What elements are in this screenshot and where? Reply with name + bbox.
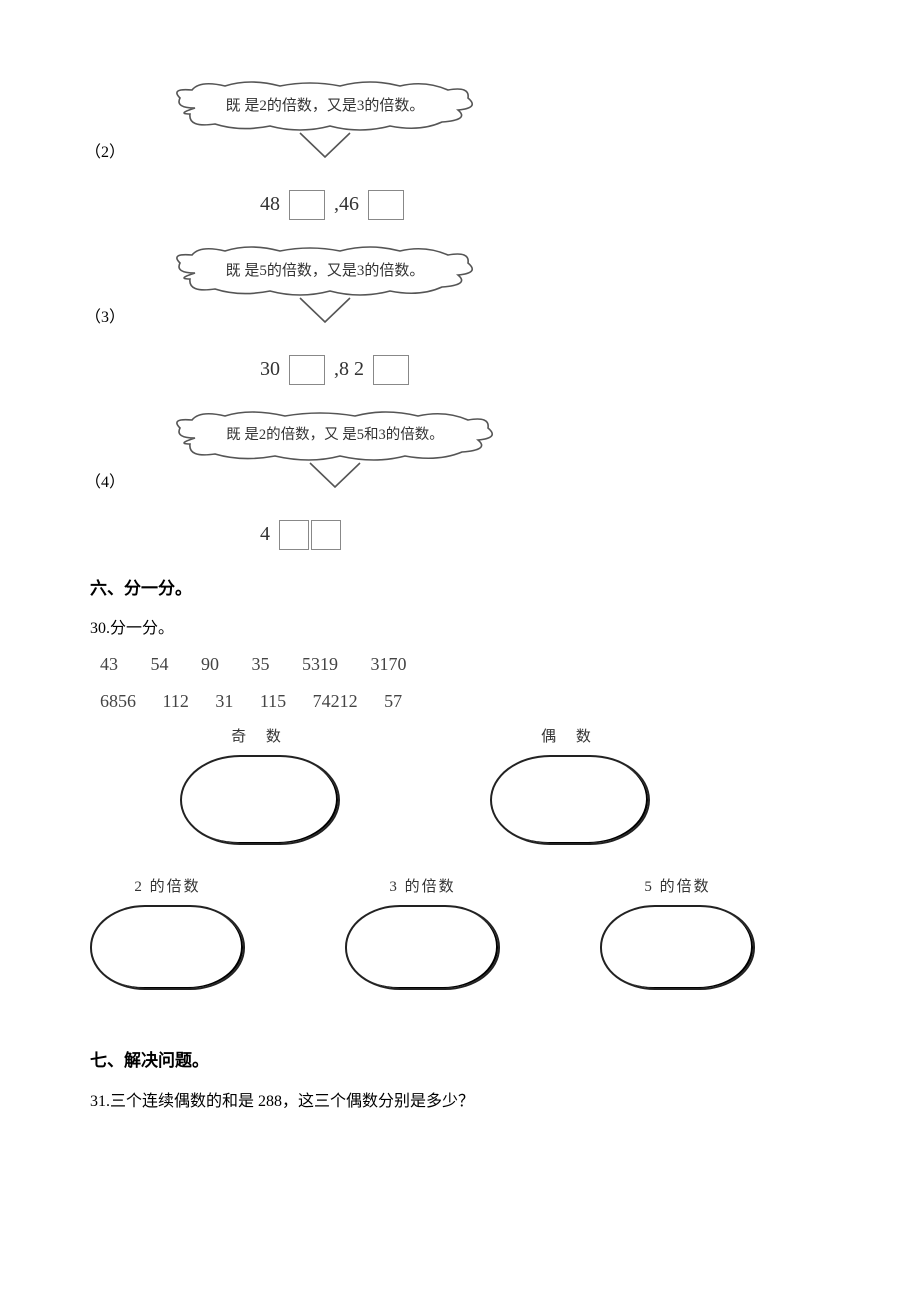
answer-2-num1: 48 xyxy=(260,193,280,215)
chevron-down-icon xyxy=(295,131,355,161)
blank-box[interactable] xyxy=(279,520,309,550)
cloud-bubble-3: 既 是5的倍数，又是3的倍数。 xyxy=(170,245,480,300)
problem-2-label: （2） xyxy=(85,140,125,166)
group-mul3: 3 的倍数 xyxy=(345,875,500,990)
blank-box[interactable] xyxy=(373,355,409,385)
group-mul2: 2 的倍数 xyxy=(90,875,245,990)
cloud-figure-2: （2） 既 是2的倍数，又是3的倍数。 48 ,46 xyxy=(140,80,830,220)
oval-mul3[interactable] xyxy=(345,905,500,990)
sort-area: 奇 数 偶 数 2 的倍数 3 的倍数 5 的倍数 xyxy=(90,725,830,1025)
arrow-down-3 xyxy=(170,296,480,335)
cloud-text-4: 既 是2的倍数，又 是5和3的倍数。 xyxy=(170,424,500,447)
cloud-text-3: 既 是5的倍数，又是3的倍数。 xyxy=(170,259,480,283)
q31-text: 31.三个连续偶数的和是 288，这三个偶数分别是多少？ xyxy=(90,1089,830,1115)
label-even: 偶 数 xyxy=(490,725,650,749)
arrow-down-4 xyxy=(170,461,500,500)
group-odd: 奇 数 xyxy=(180,725,340,845)
label-odd: 奇 数 xyxy=(180,725,340,749)
q30-numbers: 43 54 90 35 5319 3170 6856 112 31 115 74… xyxy=(100,650,830,716)
oval-mul2[interactable] xyxy=(90,905,245,990)
q30-row2: 6856 112 31 115 74212 57 xyxy=(100,687,830,716)
answer-2-sep: ,46 xyxy=(334,193,359,215)
q30-row1: 43 54 90 35 5319 3170 xyxy=(100,650,830,679)
oval-mul5[interactable] xyxy=(600,905,755,990)
answer-4-num1: 4 xyxy=(260,523,270,545)
problem-2: （2） 既 是2的倍数，又是3的倍数。 48 ,46 xyxy=(90,80,830,220)
blank-box[interactable] xyxy=(311,520,341,550)
chevron-down-icon xyxy=(295,296,355,326)
chevron-down-icon xyxy=(305,461,365,491)
section-6-heading: 六、分一分。 xyxy=(90,575,830,602)
blank-box[interactable] xyxy=(289,355,325,385)
cloud-bubble-4: 既 是2的倍数，又 是5和3的倍数。 xyxy=(170,410,500,465)
answer-line-3: 30 ,8 2 xyxy=(260,353,830,385)
label-mul2: 2 的倍数 xyxy=(90,875,245,899)
arrow-down-2 xyxy=(170,131,480,170)
answer-3-sep: ,8 2 xyxy=(334,358,364,380)
problem-4: （4） 既 是2的倍数，又 是5和3的倍数。 4 xyxy=(90,410,830,550)
label-mul3: 3 的倍数 xyxy=(345,875,500,899)
cloud-bubble-2: 既 是2的倍数，又是3的倍数。 xyxy=(170,80,480,135)
label-mul5: 5 的倍数 xyxy=(600,875,755,899)
group-even: 偶 数 xyxy=(490,725,650,845)
blank-box[interactable] xyxy=(289,190,325,220)
cloud-figure-3: （3） 既 是5的倍数，又是3的倍数。 30 ,8 2 xyxy=(140,245,830,385)
cloud-text-2: 既 是2的倍数，又是3的倍数。 xyxy=(170,94,480,118)
answer-line-2: 48 ,46 xyxy=(260,188,830,220)
oval-even[interactable] xyxy=(490,755,650,845)
oval-odd[interactable] xyxy=(180,755,340,845)
answer-3-num1: 30 xyxy=(260,358,280,380)
problem-3: （3） 既 是5的倍数，又是3的倍数。 30 ,8 2 xyxy=(90,245,830,385)
problem-3-label: （3） xyxy=(85,305,125,331)
answer-line-4: 4 xyxy=(260,518,830,550)
q30-label: 30.分一分。 xyxy=(90,616,830,642)
problem-4-label: （4） xyxy=(85,470,125,496)
blank-box[interactable] xyxy=(368,190,404,220)
cloud-figure-4: （4） 既 是2的倍数，又 是5和3的倍数。 4 xyxy=(140,410,830,550)
group-mul5: 5 的倍数 xyxy=(600,875,755,990)
section-7-heading: 七、解决问题。 xyxy=(90,1047,830,1074)
